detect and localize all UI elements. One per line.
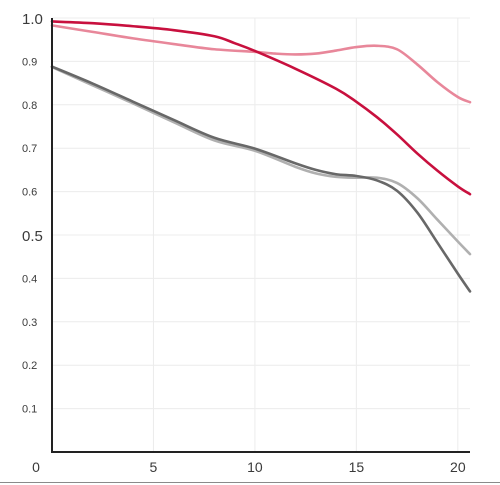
y-tick-label: 0.8 [22, 100, 37, 112]
grid [52, 17, 470, 452]
x-tick-label: 15 [349, 459, 365, 475]
series-line-4 [50, 65, 472, 293]
y-tick-label: 0.2 [22, 360, 37, 372]
y-tick-label: 0.9 [22, 56, 37, 68]
x-tick-label: 5 [150, 459, 158, 475]
x-tick-label: 10 [247, 459, 263, 475]
series-line-2 [50, 20, 472, 196]
series-layer [50, 20, 472, 293]
y-tick-label: 0.7 [22, 143, 37, 155]
y-tick-label: 0.1 [22, 404, 37, 416]
tick-labels: 0.1 0.2 0.3 0.4 0.5 0.6 0.7 0.8 0.9 1.0 0 5 10 15 20 [22, 11, 466, 475]
series-line-1 [50, 24, 472, 104]
y-tick-label: 0.6 [22, 187, 37, 199]
x-tick-label: 0 [32, 459, 40, 475]
y-tick-label: 0.5 [22, 228, 43, 245]
x-tick-label: 20 [450, 459, 466, 475]
axes [51, 18, 470, 453]
y-tick-label: 1.0 [22, 11, 43, 28]
bottom-divider [0, 482, 500, 483]
y-tick-label: 0.4 [22, 273, 37, 285]
y-tick-label: 0.3 [22, 317, 37, 329]
series-line-3 [50, 65, 472, 256]
